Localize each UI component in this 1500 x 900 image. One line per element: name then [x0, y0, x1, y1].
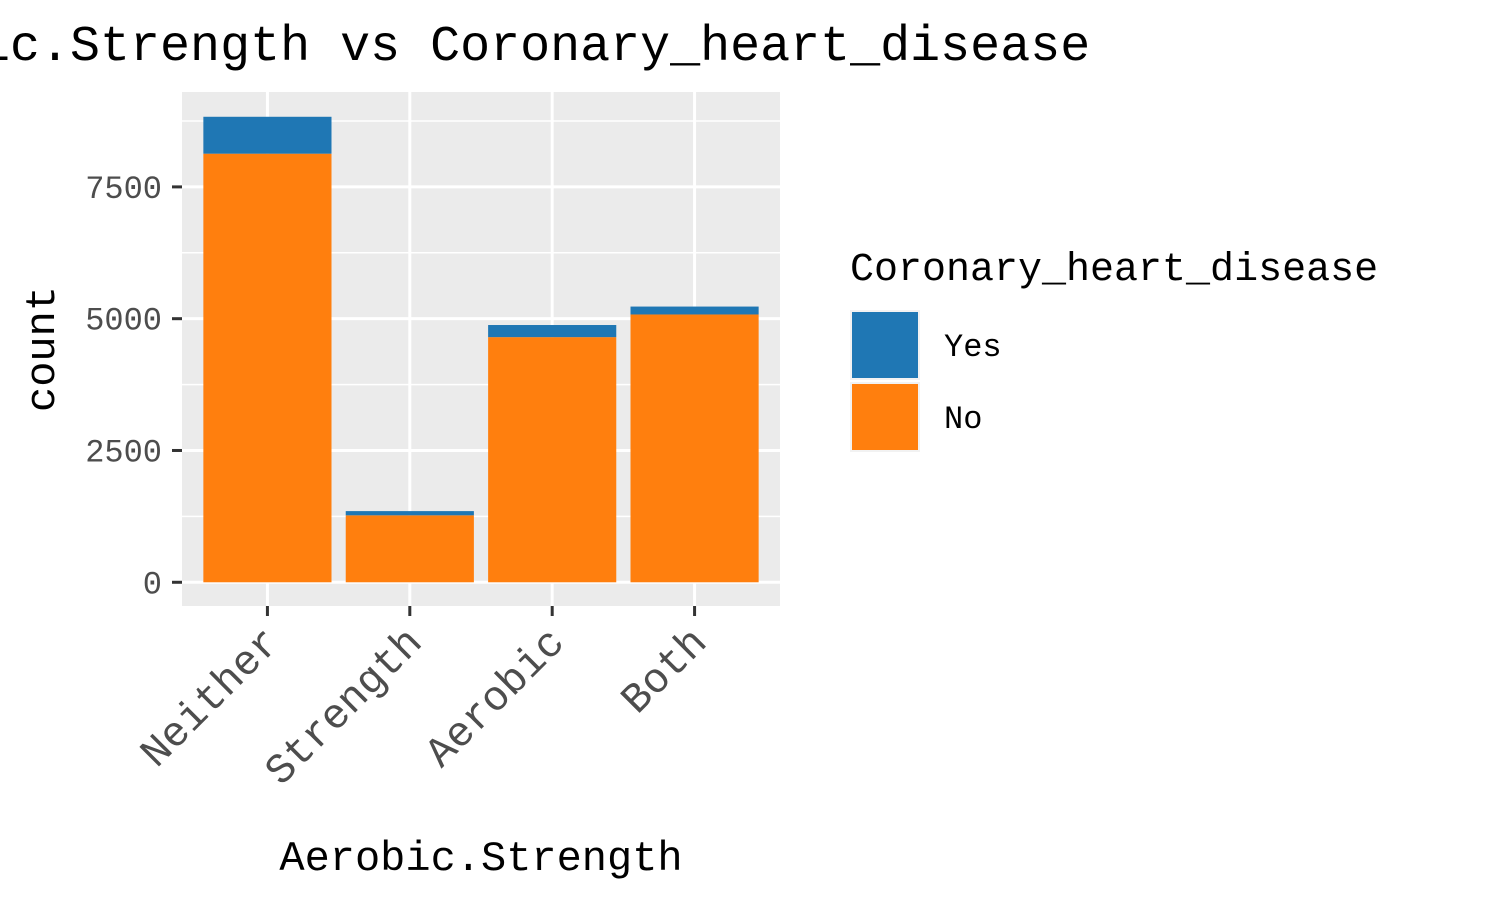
legend-swatch-yes	[852, 312, 918, 378]
x-tick-label: Both	[613, 619, 718, 724]
y-tick-label: 2500	[85, 434, 162, 471]
bar-segment-yes	[203, 116, 332, 154]
y-axis-title: count	[19, 286, 67, 412]
legend-title: Coronary_heart_disease	[850, 248, 1378, 293]
legend-label-yes: Yes	[944, 329, 1002, 366]
bar-segment-yes	[630, 306, 759, 315]
legend-items: Yes No	[850, 310, 1002, 452]
bar-segment-yes	[488, 325, 617, 338]
legend: Coronary_heart_disease Yes No	[850, 248, 1378, 452]
chart-title: Aerobic.Strength vs Coronary_heart_disea…	[0, 19, 1090, 76]
bar-segment-no	[203, 153, 332, 583]
legend-swatch-no	[852, 384, 918, 450]
bar-segment-no	[630, 314, 759, 583]
bar-segment-no	[345, 515, 474, 583]
legend-label-no: No	[944, 401, 982, 438]
x-axis-title: Aerobic.Strength	[279, 835, 682, 883]
y-axis: 0 2500 5000 7500	[85, 171, 182, 603]
y-tick-label: 7500	[85, 171, 162, 208]
x-tick-label: Aerobic	[417, 619, 576, 778]
y-tick-label: 0	[143, 566, 162, 603]
y-tick-label: 5000	[85, 303, 162, 340]
bar-segment-yes	[345, 511, 474, 516]
bars	[203, 116, 759, 583]
bar-segment-no	[488, 337, 617, 583]
